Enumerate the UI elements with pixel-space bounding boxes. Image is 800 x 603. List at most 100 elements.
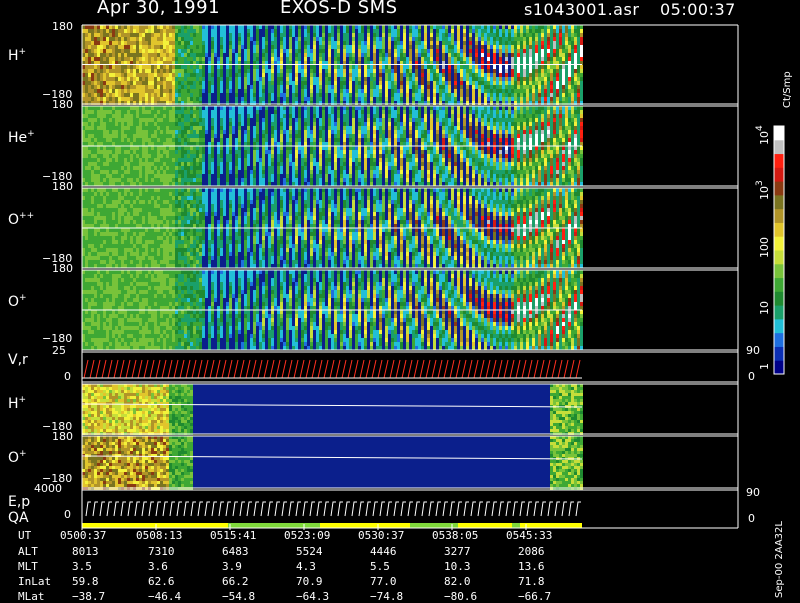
ephemeris-value: −38.7: [72, 590, 105, 603]
ephemeris-value: 3277: [444, 545, 471, 558]
y-tick-top: 180: [52, 180, 73, 193]
ephemeris-value: −64.3: [296, 590, 329, 603]
ephemeris-value: 62.6: [148, 575, 175, 588]
colorbar-swatch: [774, 305, 784, 319]
ephemeris-value: 4.3: [296, 560, 316, 573]
ephemeris-value: 0515:41: [210, 529, 256, 542]
ephemeris-value: 8013: [72, 545, 99, 558]
panel-label: O+: [8, 450, 27, 466]
ephemeris-value: 0530:37: [358, 529, 404, 542]
colorbar-swatch: [774, 250, 784, 264]
ephemeris-value: −80.6: [444, 590, 477, 603]
colorbar-unit-label: Ct/Smp: [782, 71, 793, 108]
ephemeris-value: 2086: [518, 545, 545, 558]
panel-label: V,r: [8, 352, 28, 368]
right-y-tick-top: 90: [746, 486, 760, 499]
colorbar-swatch: [774, 278, 784, 292]
ephemeris-value: 5.5: [370, 560, 390, 573]
colorbar-swatch: [774, 346, 784, 360]
right-y-tick-bottom: 0: [748, 512, 755, 525]
panel-label: H+: [8, 48, 26, 64]
panel-2: [82, 188, 738, 268]
ephemeris-value: 6483: [222, 545, 249, 558]
panel-5: [82, 384, 738, 435]
ephemeris-value: 7310: [148, 545, 175, 558]
ephemeris-value: −54.8: [222, 590, 255, 603]
colorbar-swatch: [774, 360, 784, 374]
ephemeris-value: 3.6: [148, 560, 168, 573]
colorbar-swatch: [774, 222, 784, 236]
y-tick-top: 25: [52, 344, 66, 357]
y-tick-top: 180: [52, 20, 73, 33]
qa-bar: [410, 523, 458, 528]
ephemeris-value: 0538:05: [432, 529, 478, 542]
ephemeris-row-label: MLat: [18, 590, 45, 603]
panel-4: [82, 352, 738, 382]
right-y-tick-bottom: 0: [748, 370, 755, 383]
qa-bar: [520, 523, 582, 528]
colorbar-tick-1: 1: [758, 363, 771, 370]
y-tick-bottom: 0: [64, 370, 71, 383]
ephemeris-value: 3.9: [222, 560, 242, 573]
qa-label: QA: [8, 510, 29, 526]
ephemeris-value: 4446: [370, 545, 397, 558]
panel-6: [82, 436, 738, 490]
y-tick-bottom: 0: [64, 508, 71, 521]
panel-label: O+: [8, 294, 27, 310]
colorbar-tick-10: 10: [758, 301, 771, 315]
panel-7: [82, 490, 738, 528]
colorbar-swatch: [774, 140, 784, 154]
qa-bar: [512, 523, 520, 528]
ephemeris-value: 0523:09: [284, 529, 330, 542]
colorbar-swatch: [774, 154, 784, 168]
ephemeris-value: −66.7: [518, 590, 551, 603]
colorbar-swatch: [774, 264, 784, 278]
qa-bar: [458, 523, 512, 528]
panel-3: [82, 270, 738, 350]
y-tick-top: 4000: [34, 482, 62, 495]
ephemeris-value: 82.0: [444, 575, 471, 588]
ephemeris-row-label: ALT: [18, 545, 38, 558]
y-tick-top: 180: [52, 98, 73, 111]
ephemeris-value: 71.8: [518, 575, 545, 588]
ephemeris-value: 77.0: [370, 575, 397, 588]
y-tick-top: 180: [52, 262, 73, 275]
ephemeris-value: 0508:13: [136, 529, 182, 542]
colorbar-swatch: [774, 181, 784, 195]
footer-note: Sep-00 2AA32L: [774, 521, 785, 598]
colorbar-tick-1000: 103: [758, 180, 771, 200]
ephemeris-value: 5524: [296, 545, 323, 558]
colorbar-swatch: [774, 126, 784, 140]
panel-1: [82, 106, 738, 186]
right-y-tick-top: 90: [746, 344, 760, 357]
ephemeris-value: 0545:33: [506, 529, 552, 542]
colorbar-swatch: [774, 291, 784, 305]
colorbar-swatch: [774, 167, 784, 181]
ephemeris-value: −46.4: [148, 590, 181, 603]
ephemeris-value: −74.8: [370, 590, 403, 603]
panel-0: [82, 25, 738, 105]
colorbar-swatch: [774, 236, 784, 250]
colorbar-tick-100: 100: [758, 237, 771, 258]
ephemeris-value: 13.6: [518, 560, 545, 573]
ephemeris-value: 66.2: [222, 575, 249, 588]
ephemeris-value: 0500:37: [60, 529, 106, 542]
panel-label: O++: [8, 212, 34, 228]
ephemeris-value: 59.8: [72, 575, 99, 588]
ephemeris-row-label: InLat: [18, 575, 51, 588]
qa-bar: [228, 523, 320, 528]
colorbar-swatch: [774, 333, 784, 347]
colorbar-swatch: [774, 319, 784, 333]
colorbar-swatch: [774, 195, 784, 209]
ephemeris-row-label: MLT: [18, 560, 38, 573]
panel-label: He+: [8, 130, 35, 146]
panel-label: E,p: [8, 494, 30, 510]
colorbar-tick-10000: 104: [758, 125, 771, 145]
qa-bar: [320, 523, 410, 528]
ephemeris-value: 3.5: [72, 560, 92, 573]
ephemeris-value: 10.3: [444, 560, 471, 573]
y-tick-top: 180: [52, 430, 73, 443]
qa-bar: [82, 523, 228, 528]
panel-label: H+: [8, 396, 26, 412]
